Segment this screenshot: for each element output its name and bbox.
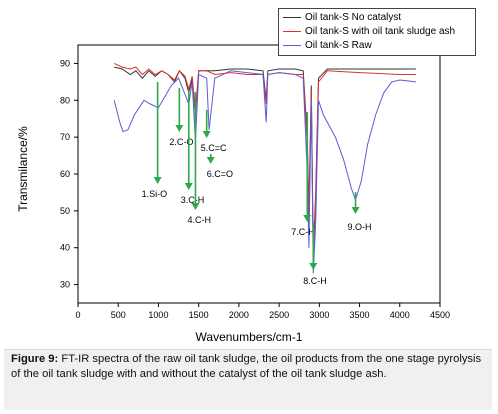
x-tick-label: 0: [75, 310, 80, 320]
series-line-2: [113, 62, 416, 263]
x-tick-label: 3000: [309, 310, 329, 320]
annotation-arrow-head: [309, 263, 318, 270]
legend: Oil tank-S No catalyst Oil tank-S with oi…: [278, 8, 476, 56]
figure-label: Figure 9:: [11, 353, 59, 365]
chart-area: 0 500 1000 1500 2000 2500 3000 3500 4000 4500 30 40…: [16, 8, 476, 344]
annotation-arrow-head: [202, 131, 211, 138]
y-tick-label: 40: [60, 243, 70, 253]
plot-frame: [77, 44, 441, 304]
y-tick-label: 50: [60, 206, 70, 216]
x-tick-label: 500: [111, 310, 126, 320]
ftir-chart: 0 500 1000 1500 2000 2500 3000 3500 4000 4500 30 40…: [60, 44, 450, 320]
x-tick-label: 1000: [148, 310, 168, 320]
annotation-arrow-head: [184, 183, 193, 190]
annotation-arrow-head: [351, 207, 360, 214]
annotation-arrow-head: [303, 215, 312, 222]
legend-entry: Oil tank-S Raw: [283, 39, 372, 53]
legend-label: Oil tank-S Raw: [305, 40, 372, 51]
annotation-label: 5.C=C: [201, 143, 227, 153]
x-tick-label: 2500: [269, 310, 289, 320]
y-tick-label: 30: [60, 280, 70, 290]
x-tick-label: 3500: [350, 310, 370, 320]
legend-label: Oil tank-S with oil tank sludge ash: [305, 26, 456, 37]
legend-swatch: [283, 44, 301, 46]
x-tick-label: 1500: [189, 310, 209, 320]
annotation-arrow-head: [206, 157, 215, 164]
annotation-arrow-head: [175, 125, 184, 132]
annotation-label: 1.Si-O: [142, 189, 168, 199]
x-axis-label: Wavenumbers/cm-1: [195, 330, 303, 344]
caption-background: [4, 349, 492, 410]
annotation-label: 9.O-H: [348, 222, 372, 232]
annotation-arrow-head: [153, 177, 162, 184]
y-tick-label: 80: [60, 95, 70, 105]
annotation-label: 4.C-H: [187, 215, 211, 225]
y-axis-label: Transmilance/%: [16, 126, 30, 212]
annotation-label: 3.C-H: [181, 195, 205, 205]
annotation-arrow-head: [191, 203, 200, 210]
legend-entry: Oil tank-S No catalyst: [283, 11, 401, 25]
annotation-label: 8.C-H: [303, 276, 327, 286]
y-tick-label: 60: [60, 169, 70, 179]
legend-swatch: [283, 16, 301, 18]
annotation-label: 7.C-H: [291, 227, 315, 237]
figure-caption: Figure 9: FT-IR spectra of the raw oil t…: [11, 352, 485, 382]
x-tick-label: 4500: [430, 310, 450, 320]
series-line-3: [113, 70, 416, 274]
legend-swatch: [283, 30, 301, 32]
x-tick-label: 4000: [390, 310, 410, 320]
y-tick-label: 70: [60, 132, 70, 142]
legend-label: Oil tank-S No catalyst: [305, 12, 402, 23]
annotation-label: 6.C=O: [207, 169, 233, 179]
legend-entry: Oil tank-S with oil tank sludge ash: [283, 25, 455, 39]
caption-text: FT-IR spectra of the raw oil tank sludge…: [11, 353, 482, 380]
annotation-label: 2.C-O: [169, 137, 193, 147]
y-tick-label: 90: [60, 58, 70, 68]
x-tick-label: 2000: [229, 310, 249, 320]
